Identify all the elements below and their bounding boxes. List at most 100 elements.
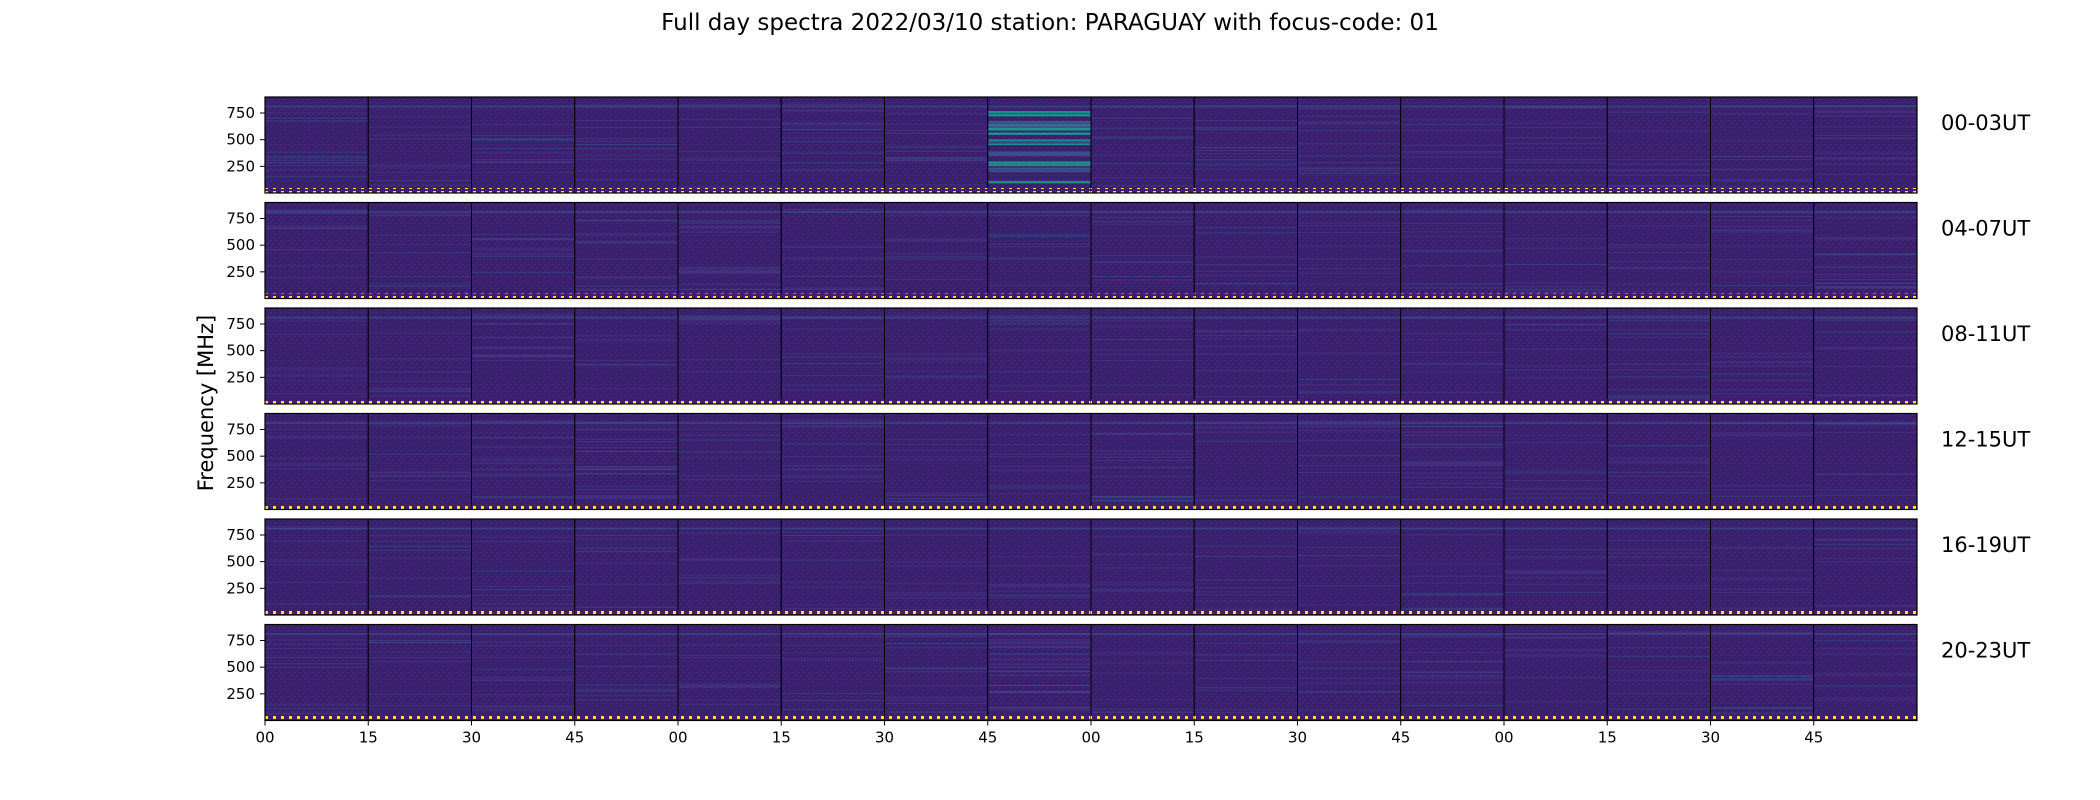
x-tick-label: 30	[462, 729, 481, 747]
spectrum-panel	[1813, 307, 1918, 405]
x-tick-label: 00	[255, 729, 274, 747]
spectrum-panel	[574, 518, 679, 616]
y-tick-label: 250	[226, 263, 255, 281]
spectrum-panel	[884, 413, 989, 510]
spectrum-panel	[1400, 96, 1505, 194]
x-tick-label: 15	[772, 729, 791, 747]
spectrum-panel	[1193, 202, 1298, 299]
spectrum-panel	[574, 624, 679, 721]
spectrum-panel	[1400, 202, 1505, 299]
spectrum-panel	[780, 307, 885, 405]
spectrum-panel	[1090, 413, 1195, 510]
y-tick-label: 250	[226, 368, 255, 386]
x-tick-label: 30	[875, 729, 894, 747]
spectrum-panel	[1193, 307, 1298, 405]
spectrum-panel	[367, 307, 472, 405]
spectrum-panel	[884, 96, 989, 194]
y-tick-label: 500	[226, 553, 255, 571]
spectra-row-20-23UT: 750 500 250 20-23UT	[226, 623, 2030, 722]
x-tick-label: 15	[1598, 729, 1617, 747]
spectrum-panel	[1813, 202, 1918, 299]
spectrum-panel	[1400, 518, 1505, 616]
spectrum-panel	[1297, 413, 1402, 510]
spectrum-panel	[987, 96, 1092, 194]
y-tick-label: 500	[226, 447, 255, 465]
spectrum-panel	[884, 624, 989, 721]
spectrum-panel	[1297, 96, 1402, 194]
spectra-row-08-11UT: 750 500 250 08-11UT	[226, 307, 2030, 405]
spectrum-panel	[264, 202, 369, 299]
spectrum-panel	[471, 413, 576, 510]
spectrum-panel	[987, 413, 1092, 510]
spectrum-panel	[367, 202, 472, 299]
spectrum-panel	[1193, 518, 1298, 616]
spectrum-panel	[1503, 624, 1608, 721]
spectrum-panel	[780, 202, 885, 299]
spectrum-panel	[1606, 518, 1711, 616]
spectrum-panel	[1710, 624, 1815, 721]
spectrum-panel	[987, 518, 1092, 616]
spectrum-panel	[1090, 202, 1195, 299]
spectrum-panel	[1400, 413, 1505, 510]
spectrum-panel	[987, 307, 1092, 405]
spectrum-panel	[1606, 96, 1711, 194]
spectrum-panel	[471, 624, 576, 721]
spectrum-panel	[1813, 624, 1918, 721]
spectrum-panel	[1710, 96, 1815, 194]
spectrum-panel	[1503, 96, 1608, 194]
spectra-row-04-07UT: 750 500 250 04-07UT	[226, 201, 2030, 300]
spectrum-panel	[264, 413, 369, 510]
spectrum-panel	[1710, 518, 1815, 616]
y-tick-label: 500	[226, 236, 255, 254]
spectrum-panel	[574, 307, 679, 405]
y-tick-label: 250	[226, 474, 255, 492]
spectrum-panel	[780, 624, 885, 721]
spectrum-panel	[1400, 624, 1505, 721]
spectrum-panel	[780, 413, 885, 510]
spectrum-panel	[1400, 307, 1505, 405]
spectrum-panel	[471, 96, 576, 194]
spectrum-panel	[1193, 624, 1298, 721]
x-tick-label: 45	[978, 729, 997, 747]
spectrum-panel	[1503, 413, 1608, 510]
spectrum-panel	[367, 413, 472, 510]
x-tick-label: 00	[1081, 729, 1100, 747]
spectrum-panel	[1297, 307, 1402, 405]
spectrum-panel	[1710, 413, 1815, 510]
spectrum-panel	[780, 518, 885, 616]
spectrum-panel	[471, 307, 576, 405]
y-tick-label: 750	[226, 421, 255, 439]
spectrum-panel	[1297, 624, 1402, 721]
row-label: 16-19UT	[1941, 533, 2030, 557]
chart-title: Full day spectra 2022/03/10 station: PAR…	[661, 10, 1439, 36]
x-tick-label: 15	[359, 729, 378, 747]
row-label: 12-15UT	[1941, 428, 2030, 452]
spectrum-panel	[1710, 202, 1815, 299]
spectrum-panel	[264, 96, 369, 194]
spectra-row-16-19UT: 750 500 250 16-19UT	[226, 518, 2030, 616]
y-tick-label: 250	[226, 685, 255, 703]
x-tick-label: 30	[1288, 729, 1307, 747]
y-tick-label: 250	[226, 579, 255, 597]
spectrum-panel	[1090, 518, 1195, 616]
spectrum-panel	[677, 624, 782, 721]
x-tick-label: 45	[1391, 729, 1410, 747]
spectrum-panel	[574, 413, 679, 510]
spectrum-panel	[677, 307, 782, 405]
spectrum-panel	[884, 202, 989, 299]
spectrum-panel	[264, 624, 369, 721]
spectra-row-12-15UT: 750 500 250 12-15UT	[226, 412, 2030, 511]
spectrum-panel	[1297, 518, 1402, 616]
spectrum-panel	[1297, 202, 1402, 299]
spectrum-panel	[1503, 202, 1608, 299]
x-tick-label: 45	[565, 729, 584, 747]
spectrum-panel	[1193, 413, 1298, 510]
x-tick-label: 15	[1185, 729, 1204, 747]
spectrum-panel	[1090, 624, 1195, 721]
spectrum-panel	[677, 96, 782, 194]
row-label: 04-07UT	[1941, 217, 2030, 241]
row-label: 20-23UT	[1941, 639, 2030, 663]
y-tick-label: 500	[226, 658, 255, 676]
spectrum-panel	[264, 307, 369, 405]
spectrum-panel	[1813, 96, 1918, 194]
